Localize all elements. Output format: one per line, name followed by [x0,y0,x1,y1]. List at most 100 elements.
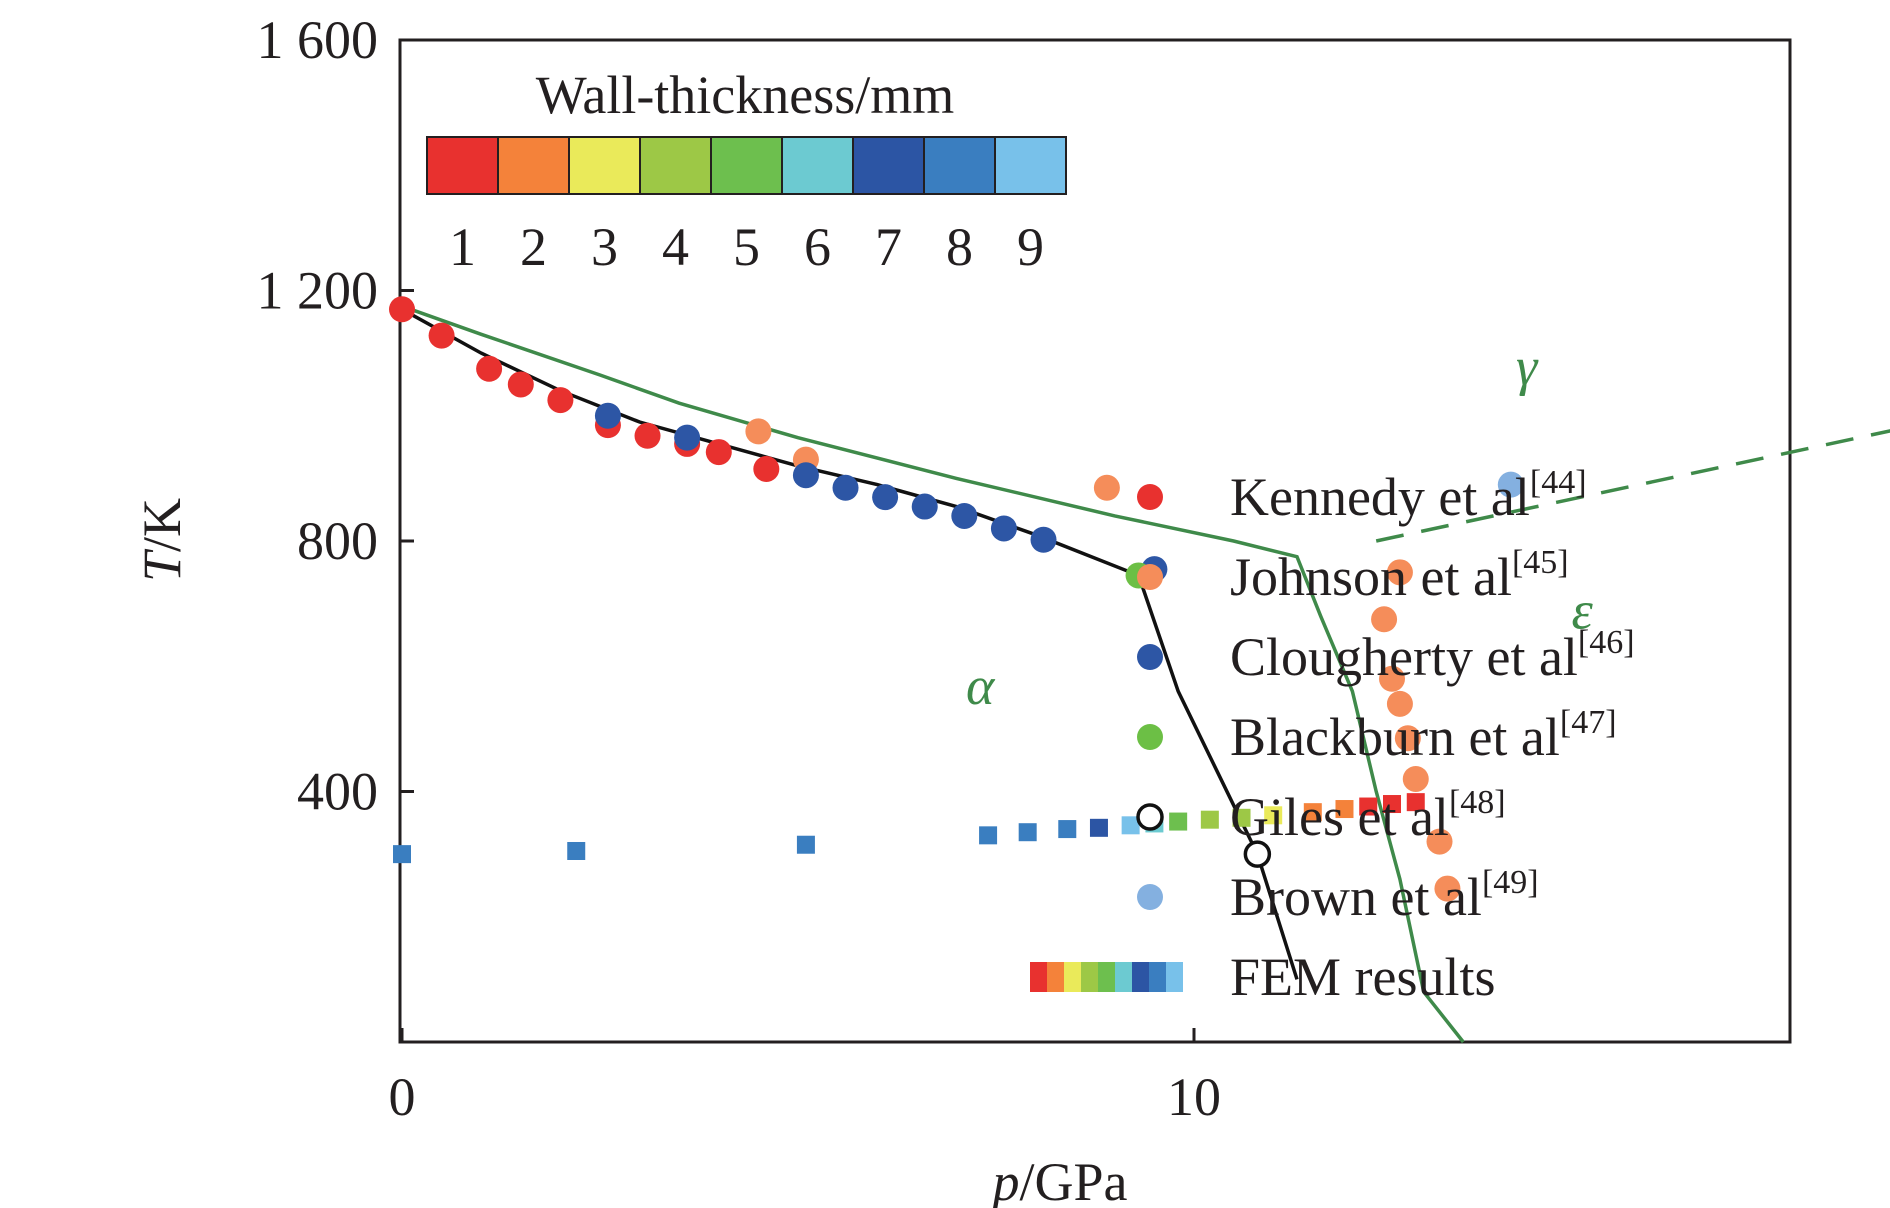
x-tick-label: 0 [389,1067,416,1127]
chart-points [389,296,1524,902]
kennedy-et-al-point [507,371,534,398]
legend-label-giles-et-al: Giles et al[48] [1230,784,1506,847]
y-axis-unit: /K [132,498,192,552]
colorbar-swatch [852,136,925,195]
x-axis-label: p/GPa [989,1152,1128,1208]
legend-name: Kennedy et al [1230,467,1530,527]
johnson-et-al-point [1386,559,1413,586]
region-label: ε [1571,581,1593,641]
legend: Kennedy et al[44] Johnson et al[45] Clough… [1030,464,1635,1007]
colorbar-label: 6 [804,217,831,277]
y-tick-label: 400 [297,762,378,822]
colorbar-label: 3 [591,217,618,277]
legend-reference: [48] [1449,784,1506,821]
legend-marker-clougherty-et-al [1137,644,1163,670]
legend-label-kennedy-et-al: Kennedy et al[44] [1230,464,1587,527]
fem-point [1264,806,1283,825]
y-axis-variable: T [132,548,192,582]
colorbar-label: 5 [733,217,760,277]
johnson-et-al-point [1402,765,1429,792]
y-tick-label: 800 [297,511,378,571]
colorbar-title: Wall-thickness/mm [536,65,955,125]
clougherty-et-al-point [1030,526,1057,553]
colorbar-swatch [781,136,854,195]
legend-name: Johnson et al [1230,547,1512,607]
legend-reference: [47] [1560,704,1617,741]
johnson-et-al-point [1093,474,1120,501]
fem-point [1200,810,1219,829]
legend-fem-swatch [1064,962,1081,992]
legend-label-johnson-et-al: Johnson et al[45] [1230,544,1569,607]
fit-line-line [401,307,1299,980]
chart-lines [401,304,1890,1044]
fem-point [1121,816,1140,835]
colorbar-swatch [497,136,570,195]
legend-marker-giles-et-al [1136,803,1164,831]
fem-point [1383,795,1401,814]
clougherty-et-al-point [792,462,819,489]
legend-label-blackburn-et-al: Blackburn et al[47] [1230,704,1617,767]
legend-fem-swatch [1132,962,1149,992]
legend-fem-swatch [1098,962,1115,992]
colorbar-swatch [923,136,996,195]
legend-reference: [49] [1482,864,1539,901]
fem-point [979,826,998,845]
legend-fem-swatch [1030,962,1047,992]
y-tick-label: 1 200 [257,261,379,321]
colorbar-swatch [426,136,499,195]
alpha-epsilon-boundary-line [401,304,1465,1044]
colorbar-label: 2 [520,217,547,277]
clougherty-et-al-point [990,515,1017,542]
legend-marker-brown-et-al [1137,884,1163,910]
legend-fem-swatch [1047,962,1064,992]
kennedy-et-al-point [476,355,503,382]
johnson-et-al-point [1426,828,1453,855]
fem-point [1232,808,1251,827]
johnson-et-al-point [745,418,772,445]
colorbar-swatch [994,136,1067,195]
kennedy-et-al-point [389,296,415,323]
colorbar-swatch [639,136,712,195]
colorbar-swatch [710,136,783,195]
legend-name: Giles et al [1230,787,1449,847]
johnson-et-al-point [1371,606,1398,633]
clougherty-et-al-point [832,474,859,501]
colorbar-label: 1 [449,217,476,277]
legend-fem-swatch [1115,962,1132,992]
fem-point [796,835,815,854]
x-tick-label: 10 [1167,1067,1221,1127]
legend-label-brown-et-al: Brown et al[49] [1230,864,1539,927]
fem-point [1018,823,1037,842]
legend-reference: [45] [1512,544,1569,581]
legend-name: Blackburn et al [1230,707,1560,767]
colorbar-label: 8 [946,217,973,277]
johnson-et-al-point [1379,665,1405,692]
brown-et-al-point [1497,471,1524,498]
clougherty-et-al-point [951,502,978,529]
kennedy-et-al-point [705,439,732,466]
fem-point [393,845,411,864]
clougherty-et-al-point [911,493,938,520]
giles-et-al-point [1243,840,1272,868]
clougherty-et-al-point [594,402,621,429]
legend-name: Brown et al [1230,867,1482,927]
kennedy-et-al-point [634,422,661,449]
legend-fem-swatch [1166,962,1183,992]
legend-fem-swatch [1149,962,1166,992]
legend-label-clougherty-et-al: Clougherty et al[46] [1230,624,1635,687]
fem-point [1335,800,1354,819]
region-label: α [966,656,996,716]
legend-marker-johnson-et-al [1137,564,1163,590]
johnson-et-al-point [1386,690,1413,717]
legend-name: FEM results [1230,947,1496,1007]
colorbar-label: 4 [662,217,689,277]
fem-point [1406,793,1425,812]
legend-marker-kennedy-et-al [1137,484,1163,510]
region-label: γ [1516,336,1539,396]
clougherty-et-al-point [872,484,899,511]
fem-point [1058,820,1077,839]
phase-region-labels: α γ ε [966,336,1593,715]
